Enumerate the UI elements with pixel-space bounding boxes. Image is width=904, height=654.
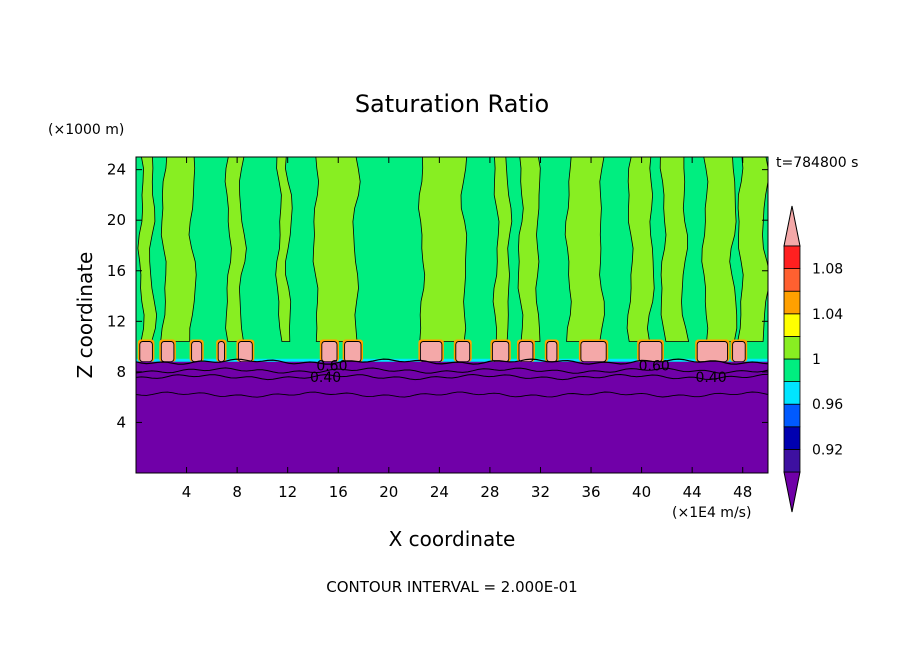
y-tick-label: 4 [116, 413, 126, 431]
cloud-blob [638, 341, 663, 363]
x-axis: 4 8 12 16 20 24 28 32 36 40 44 48 [182, 157, 752, 501]
y-tick-label: 16 [107, 262, 126, 280]
plume [517, 157, 541, 342]
transition-band [136, 358, 768, 362]
colorbar-band [783, 426, 801, 450]
contour-label: 0.40 [696, 370, 727, 386]
cloud-blob [491, 341, 510, 363]
x-tick-label: 40 [632, 483, 651, 501]
y-axis: 4 8 12 16 20 24 [107, 161, 768, 431]
x-tick-label: 20 [379, 483, 398, 501]
cloud-blob [732, 341, 746, 363]
colorbar-label: 1.08 [812, 262, 843, 278]
x-tick-label: 12 [278, 483, 297, 501]
plume [275, 157, 293, 342]
x-tick-label: 36 [581, 483, 600, 501]
time-label: t=784800 s [776, 155, 858, 171]
chart-title: Saturation Ratio [355, 90, 549, 118]
contour-labels: 0.600.400.600.40 [310, 359, 727, 386]
cloud-blob [217, 341, 225, 363]
colorbar-over-triangle [783, 205, 801, 247]
colorbar-band [783, 448, 801, 473]
plot-area: 0.600.400.600.40 [136, 157, 768, 473]
contour-label: 0.60 [316, 359, 347, 375]
colorbar-band [783, 268, 801, 292]
contour-label: 0.40 [310, 370, 341, 386]
y-tick-label: 20 [107, 211, 126, 229]
x-unit-label: (×1E4 m/s) [672, 505, 751, 521]
colorbar-band [783, 403, 801, 428]
colorbar-label: 0.92 [812, 442, 843, 458]
y-axis-label: Z coordinate [73, 252, 97, 379]
moist-plumes [137, 157, 768, 342]
y-tick-label: 24 [107, 161, 126, 179]
cloud-blob [696, 341, 728, 363]
x-tick-label: 48 [733, 483, 752, 501]
colorbar-band [783, 290, 801, 315]
plume [312, 157, 361, 342]
low-value-region [136, 361, 768, 473]
x-tick-label: 28 [480, 483, 499, 501]
colorbar-label: 1.04 [812, 307, 843, 323]
colorbar-label: 1 [812, 352, 821, 368]
plume [418, 157, 468, 342]
contour-line [136, 358, 768, 365]
cloud-blob [139, 341, 153, 363]
cloud-blob [191, 341, 203, 363]
colorbar-band [783, 313, 801, 337]
cloud-layer [137, 339, 748, 363]
y-tick-label: 12 [107, 312, 126, 330]
plume [737, 157, 768, 342]
colorbar-under-triangle [783, 471, 801, 513]
plume [160, 157, 197, 342]
cloud-blob [546, 341, 558, 363]
cloud-blob [237, 341, 253, 363]
x-tick-label: 24 [430, 483, 449, 501]
colorbar-band [783, 381, 801, 405]
contour-lines [136, 358, 768, 398]
cloud-blob [344, 341, 362, 363]
contour-line [136, 367, 768, 374]
plume [659, 157, 690, 342]
colorbar-band [783, 358, 801, 383]
colorbar-band [783, 335, 801, 360]
colorbar: 0.92 0.96 1 1.04 1.08 [783, 205, 843, 513]
plot-frame [135, 156, 769, 474]
y-unit-label: (×1000 m) [48, 122, 124, 138]
contour-label: 0.60 [639, 359, 670, 375]
contour-interval-footer: CONTOUR INTERVAL = 2.000E-01 [326, 578, 577, 596]
x-tick-label: 32 [531, 483, 550, 501]
contour-line [136, 391, 768, 398]
cloud-blob [160, 341, 175, 363]
x-tick-label: 4 [182, 483, 192, 501]
cloud-blob [580, 341, 607, 363]
contour-line [136, 373, 768, 381]
y-tick-label: 8 [116, 363, 126, 381]
cloud-blob [419, 341, 443, 363]
x-tick-label: 44 [683, 483, 702, 501]
x-axis-label: X coordinate [389, 527, 516, 551]
cloud-blob [518, 341, 534, 363]
colorbar-label: 0.96 [812, 397, 843, 413]
x-tick-label: 16 [329, 483, 348, 501]
x-tick-label: 8 [232, 483, 242, 501]
colorbar-band [783, 245, 801, 270]
plume [564, 157, 605, 342]
cloud-blob [321, 341, 338, 363]
cloud-blob [455, 341, 471, 363]
